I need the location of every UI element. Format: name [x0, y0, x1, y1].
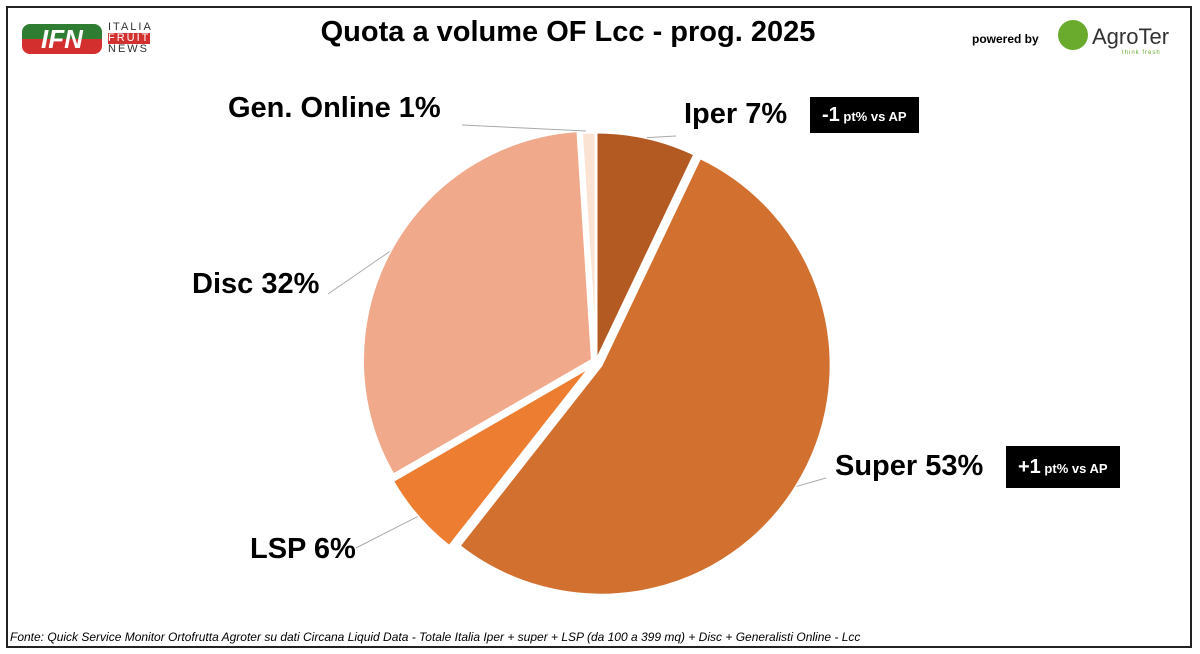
ifn-word: FRUIT [108, 32, 151, 44]
ifn-logo-words: ITALIA FRUIT NEWS [108, 22, 153, 55]
label-disc: Disc 32% [192, 268, 320, 300]
ifn-word: NEWS [108, 43, 149, 55]
pie-slice-lsp [390, 364, 593, 549]
badge-iper: -1 pt% vs AP [810, 97, 919, 133]
leader-line [646, 135, 677, 139]
powered-by: powered by [972, 32, 1039, 46]
leader-line [796, 477, 827, 487]
badge-super: +1 pt% vs AP [1006, 446, 1120, 488]
label-super: Super 53% [835, 450, 984, 482]
label-gen-online: Gen. Online 1% [228, 92, 441, 124]
tree-icon [1058, 20, 1088, 50]
chart-title: Quota a volume OF Lcc - prog. 2025 [320, 16, 816, 48]
source-footnote: Fonte: Quick Service Monitor Ortofrutta … [10, 630, 861, 644]
pie-slice-disc [361, 128, 595, 478]
pie-slice-gen-online [579, 130, 598, 363]
ifn-logo-text: IFN [41, 24, 83, 54]
leader-line [461, 124, 587, 132]
badge-value: -1 [822, 104, 840, 126]
badge-unit: pt% vs AP [1040, 461, 1108, 476]
pie-slice-iper [594, 130, 697, 363]
ifn-logo: IFN [22, 24, 102, 54]
frame [6, 6, 1192, 648]
agroter-logo: AgroTer [1092, 24, 1170, 49]
label-lsp: LSP 6% [250, 533, 356, 565]
leader-line [355, 516, 418, 549]
badge-value: +1 [1018, 456, 1041, 478]
label-iper: Iper 7% [684, 98, 788, 130]
ifn-word: ITALIA [108, 21, 153, 33]
agroter-tagline: think fresh [1122, 50, 1161, 56]
badge-unit: pt% vs AP [839, 109, 907, 124]
leader-line [327, 251, 391, 295]
pie-slice-super [456, 155, 833, 597]
